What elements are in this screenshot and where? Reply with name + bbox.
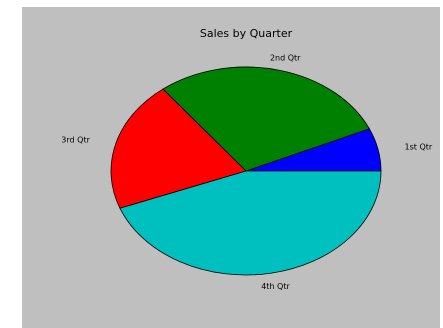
- slice-label-4th-qtr: 4th Qtr: [261, 282, 290, 291]
- pie-slice-3rd-qtr: [110, 88, 247, 209]
- pie-slices: [110, 66, 382, 276]
- chart-figure: Sales by Quarter 1st Qtr 2nd Qtr 3rd Qtr 4t…: [22, 7, 440, 328]
- pie-slice-2nd-qtr: [162, 66, 370, 172]
- pie-slice-4th-qtr: [119, 170, 382, 276]
- chart-title: Sales by Quarter: [200, 27, 293, 40]
- slice-label-2nd-qtr: 2nd Qtr: [270, 54, 301, 63]
- pie-labels: 1st Qtr 2nd Qtr 3rd Qtr 4th Qtr: [61, 54, 433, 292]
- pie-chart: Sales by Quarter 1st Qtr 2nd Qtr 3rd Qtr 4t…: [61, 27, 433, 292]
- slice-label-3rd-qtr: 3rd Qtr: [61, 136, 90, 145]
- slice-label-1st-qtr: 1st Qtr: [405, 143, 433, 152]
